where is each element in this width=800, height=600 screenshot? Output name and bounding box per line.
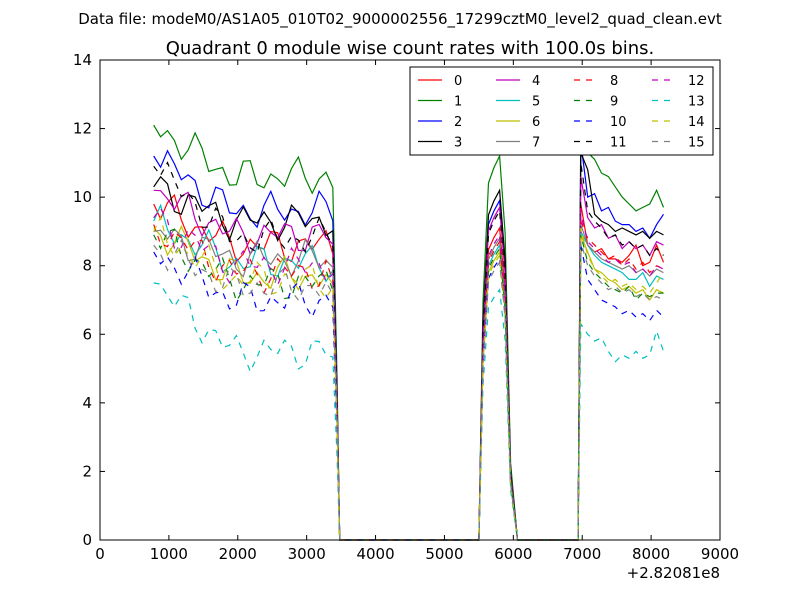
y-tick-label: 4 — [82, 394, 92, 412]
x-tick-label: 2000 — [219, 545, 257, 563]
plot-frame — [99, 59, 721, 541]
x-tick-label: 7000 — [563, 545, 601, 563]
x-axis-offset-label: +2.82081e8 — [627, 564, 720, 582]
figure-suptitle: Data file: modeM0/AS1A05_010T02_90000025… — [78, 10, 722, 29]
legend-label-5: 5 — [532, 95, 540, 110]
x-tick-label: 6000 — [494, 545, 532, 563]
legend-label-15: 15 — [688, 136, 705, 151]
legend-label-6: 6 — [532, 115, 540, 130]
x-tick-label: 9000 — [701, 545, 739, 563]
y-tick-label: 14 — [73, 51, 92, 69]
y-tick-label: 12 — [73, 120, 92, 138]
legend-label-13: 13 — [688, 95, 705, 110]
y-tick-label: 6 — [82, 325, 92, 343]
x-tick-label: 4000 — [356, 545, 394, 563]
legend-label-10: 10 — [610, 115, 627, 130]
legend-label-2: 2 — [454, 115, 462, 130]
legend-label-8: 8 — [610, 74, 618, 89]
legend-label-11: 11 — [610, 136, 627, 151]
legend-label-4: 4 — [532, 74, 540, 89]
legend-label-9: 9 — [610, 95, 618, 110]
x-tick-label: 5000 — [425, 545, 463, 563]
legend-label-0: 0 — [454, 74, 462, 89]
legend-label-14: 14 — [688, 115, 705, 130]
x-axis: 0 1000 2000 3000 4000 5000 6000 7000 8000 9000 — [95, 60, 739, 563]
series-line-9 — [153, 228, 664, 541]
x-tick-label: 3000 — [288, 545, 326, 563]
y-tick-label: 0 — [82, 531, 92, 549]
legend-label-12: 12 — [688, 74, 705, 89]
legend-box — [409, 66, 714, 156]
legend-label-7: 7 — [532, 136, 540, 151]
y-tick-label: 8 — [82, 257, 92, 275]
x-tick-label: 8000 — [632, 545, 670, 563]
x-tick-label: 0 — [95, 545, 105, 563]
legend-label-1: 1 — [454, 95, 462, 110]
y-tick-label: 10 — [73, 188, 92, 206]
chart-title: Quadrant 0 module wise count rates with … — [166, 38, 655, 59]
legend-label-3: 3 — [454, 136, 462, 151]
x-tick-label: 1000 — [150, 545, 188, 563]
y-tick-label: 2 — [82, 462, 92, 480]
